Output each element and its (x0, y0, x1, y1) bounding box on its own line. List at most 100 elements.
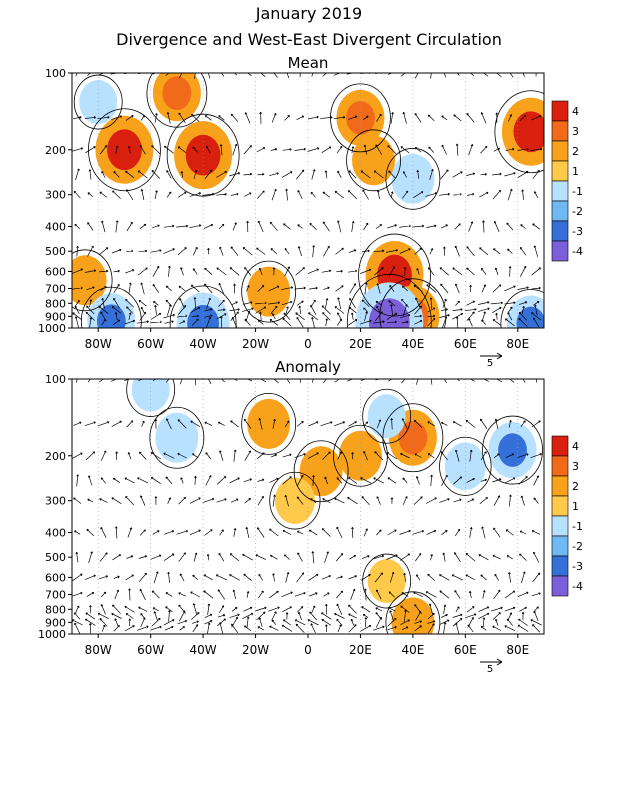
wind-vector-139 (480, 172, 488, 176)
wind-vector-160 (285, 188, 288, 201)
wind-vector-297 (190, 284, 200, 293)
wind-vector-218 (99, 552, 108, 562)
wind-vector-153 (189, 192, 202, 197)
colorbar-swatch-7 (551, 575, 569, 597)
wind-vector-239 (373, 554, 385, 560)
wind-vector-216 (75, 551, 79, 563)
wind-vector-409 (246, 616, 250, 629)
contour-line-5 (494, 90, 544, 174)
colorbar-swatch-5 (551, 200, 569, 222)
wind-vector-24 (388, 379, 393, 382)
wind-vector-84 (233, 449, 237, 462)
wind-vector-340 (281, 300, 293, 306)
wind-vector-234 (311, 551, 315, 564)
wind-vector-199 (322, 221, 330, 232)
wind-vector-242 (415, 553, 422, 562)
wind-vector-81 (192, 146, 198, 153)
y-tick-label: 100 (45, 373, 66, 386)
wind-vector-337 (242, 301, 253, 305)
wind-vector-266 (258, 573, 263, 581)
wind-vector-1 (87, 379, 91, 383)
wind-vector-139 (480, 478, 487, 482)
colorbar-swatch-2 (551, 140, 569, 162)
wind-vector-225 (193, 552, 198, 562)
wind-vector-143 (533, 475, 540, 486)
wind-vector-214 (520, 224, 526, 229)
wind-vector-147 (111, 497, 122, 504)
wind-vector-364 (126, 306, 133, 314)
contour-line-10 (73, 74, 123, 130)
wind-vector-247 (479, 247, 489, 256)
shade-blob-inner-4 (398, 420, 428, 455)
wind-vector-166 (362, 189, 369, 200)
wind-vector-69 (508, 114, 513, 122)
wind-vector-275 (373, 267, 384, 276)
x-tick-label: 20E (349, 643, 372, 657)
wind-vector-246 (466, 246, 475, 257)
wind-vector-3 (110, 379, 118, 382)
wind-vector-414 (307, 619, 319, 626)
wind-vector-395 (533, 610, 539, 622)
wind-vector-399 (114, 312, 118, 321)
wind-vector-230 (255, 554, 266, 560)
wind-vector-213 (505, 529, 514, 536)
wind-vector-375 (271, 611, 277, 621)
wind-vector-377 (298, 305, 302, 315)
wind-vector-298 (204, 283, 213, 294)
wind-vector-384 (389, 610, 395, 622)
wind-vector-283 (480, 574, 487, 581)
wind-vector-131 (373, 170, 384, 179)
wind-vector-403 (163, 619, 175, 626)
wind-vector-71 (531, 115, 542, 121)
wind-vector-264 (229, 267, 240, 276)
wind-vector-209 (454, 223, 461, 230)
wind-vector-189 (189, 529, 201, 536)
wind-vector-441 (191, 318, 199, 326)
wind-vector-256 (125, 269, 135, 274)
wind-vector-224 (177, 247, 187, 256)
wind-vector-43 (166, 418, 172, 430)
wind-vector-446 (257, 626, 264, 631)
wind-vector-249 (506, 555, 513, 560)
wind-vector-352 (442, 298, 447, 308)
wind-vector-99 (428, 146, 435, 153)
panel-title: Mean (288, 54, 329, 72)
wind-vector-157 (244, 497, 251, 504)
wind-vector-203 (376, 529, 382, 536)
wind-vector-281 (452, 267, 463, 276)
wind-vector-250 (519, 553, 527, 561)
wind-vector-365 (140, 613, 146, 619)
wind-vector-7 (165, 379, 170, 383)
wind-vector-92 (336, 145, 343, 154)
wind-vector-131 (373, 477, 385, 484)
x-tick-label: 20W (242, 337, 269, 351)
wind-vector-11 (221, 73, 225, 77)
wind-vector-309 (349, 283, 356, 294)
wind-vector-453 (348, 319, 358, 326)
wind-vector-146 (99, 498, 108, 503)
wind-vector-438 (150, 320, 162, 324)
wind-vector-175 (479, 191, 489, 198)
wind-vector-421 (400, 314, 411, 319)
wind-vector-381 (348, 613, 357, 619)
wind-vector-63 (427, 421, 435, 427)
wind-vector-125 (296, 169, 305, 180)
wind-vector-102 (469, 449, 473, 462)
wind-vector-261 (192, 574, 199, 581)
wind-vector-238 (361, 249, 370, 253)
x-tick-label: 20W (242, 643, 269, 657)
wind-vector-385 (404, 609, 407, 623)
wind-vector-147 (112, 190, 121, 199)
wind-vector-432 (74, 622, 81, 634)
contour-line-6 (72, 249, 113, 312)
wind-vector-48 (230, 113, 239, 122)
wind-vector-276 (389, 571, 395, 583)
wind-vector-136 (440, 169, 449, 180)
shade-blob-inner-5 (513, 111, 544, 153)
wind-vector-322 (517, 286, 529, 290)
wind-vector-270 (308, 573, 319, 581)
wind-vector-440 (179, 626, 185, 631)
wind-vector-344 (337, 297, 342, 310)
wind-vector-46 (204, 421, 213, 426)
